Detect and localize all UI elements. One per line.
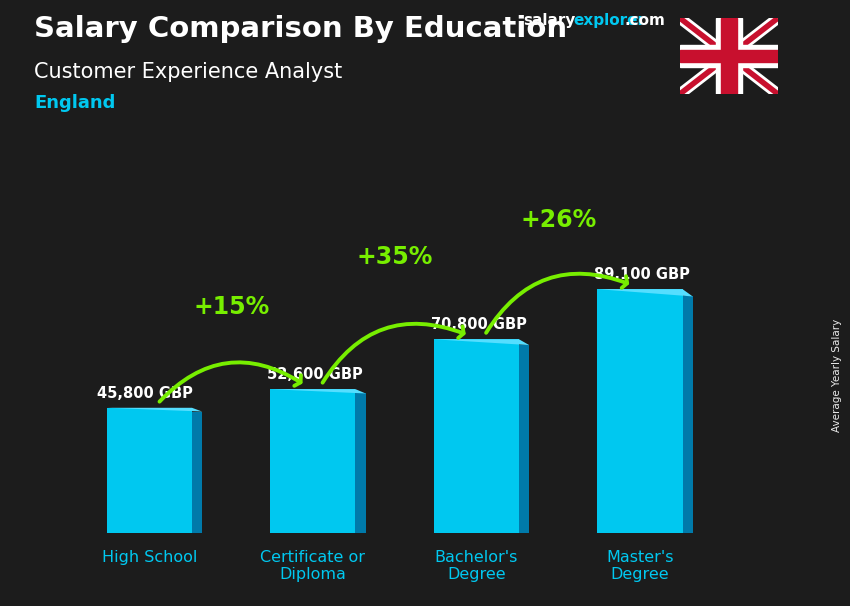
Bar	[598, 289, 683, 533]
Bar	[683, 296, 693, 533]
Text: +15%: +15%	[193, 295, 269, 319]
Polygon shape	[107, 408, 202, 411]
Text: Customer Experience Analyst: Customer Experience Analyst	[34, 62, 343, 82]
Text: Salary Comparison By Education: Salary Comparison By Education	[34, 15, 567, 43]
Text: England: England	[34, 94, 116, 112]
Bar	[680, 50, 778, 62]
Text: 70,800 GBP: 70,800 GBP	[431, 318, 526, 333]
Bar	[721, 18, 737, 94]
Bar	[434, 339, 519, 533]
Bar	[519, 345, 530, 533]
Text: 89,100 GBP: 89,100 GBP	[594, 267, 690, 282]
Bar	[192, 411, 202, 533]
Text: +26%: +26%	[520, 208, 597, 232]
Text: +35%: +35%	[356, 245, 433, 269]
Text: 45,800 GBP: 45,800 GBP	[97, 386, 193, 401]
Text: .com: .com	[625, 13, 666, 28]
Text: salary: salary	[523, 13, 575, 28]
Polygon shape	[434, 339, 530, 345]
Polygon shape	[270, 389, 366, 393]
Text: 52,600 GBP: 52,600 GBP	[267, 367, 363, 382]
Bar	[680, 45, 778, 67]
Bar	[716, 18, 742, 94]
Polygon shape	[598, 289, 693, 296]
Text: Average Yearly Salary: Average Yearly Salary	[832, 319, 842, 432]
Bar	[107, 408, 192, 533]
Text: explorer: explorer	[574, 13, 646, 28]
Bar	[355, 393, 366, 533]
Bar	[270, 389, 355, 533]
